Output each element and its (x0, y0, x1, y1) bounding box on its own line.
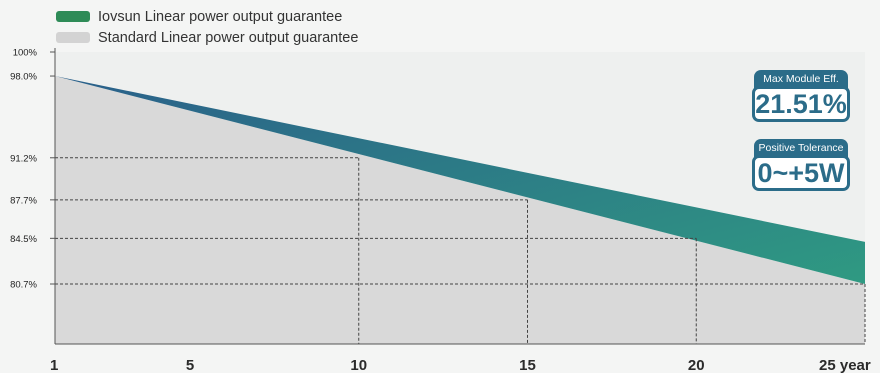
positive-tolerance-value: 0~+5W (752, 155, 850, 191)
x-tick-label-1: 5 (186, 357, 194, 373)
legend: Iovsun Linear power output guarantee Sta… (56, 6, 358, 48)
x-tick-label-4: 20 (688, 357, 705, 373)
iovsun-area (55, 76, 865, 285)
positive-tolerance-badge: Positive Tolerance 0~+5W (752, 139, 850, 191)
standard-area (55, 76, 865, 345)
max-efficiency-title: Max Module Eff. (754, 70, 848, 88)
legend-swatch-standard (56, 32, 90, 43)
legend-label-iovsun: Iovsun Linear power output guarantee (98, 8, 343, 25)
legend-item-iovsun: Iovsun Linear power output guarantee (56, 6, 358, 27)
x-tick-label-3: 15 (519, 357, 536, 373)
y-tick-label-1: 98.0% (10, 72, 37, 83)
y-tick-label-4: 84.5% (10, 234, 37, 245)
positive-tolerance-title: Positive Tolerance (754, 139, 848, 157)
max-efficiency-value: 21.51% (752, 86, 850, 122)
x-tick-label-0: 1 (50, 357, 58, 373)
y-tick-label-0: 100% (13, 48, 38, 59)
y-tick-label-3: 87.7% (10, 195, 37, 206)
y-tick-label-2: 91.2% (10, 153, 37, 164)
legend-swatch-iovsun (56, 11, 90, 22)
x-tick-label-5: 25 year (819, 357, 871, 373)
y-tick-label-5: 80.7% (10, 280, 37, 291)
legend-item-standard: Standard Linear power output guarantee (56, 27, 358, 48)
legend-label-standard: Standard Linear power output guarantee (98, 29, 359, 46)
x-tick-label-2: 10 (350, 357, 367, 373)
max-efficiency-badge: Max Module Eff. 21.51% (752, 70, 850, 122)
